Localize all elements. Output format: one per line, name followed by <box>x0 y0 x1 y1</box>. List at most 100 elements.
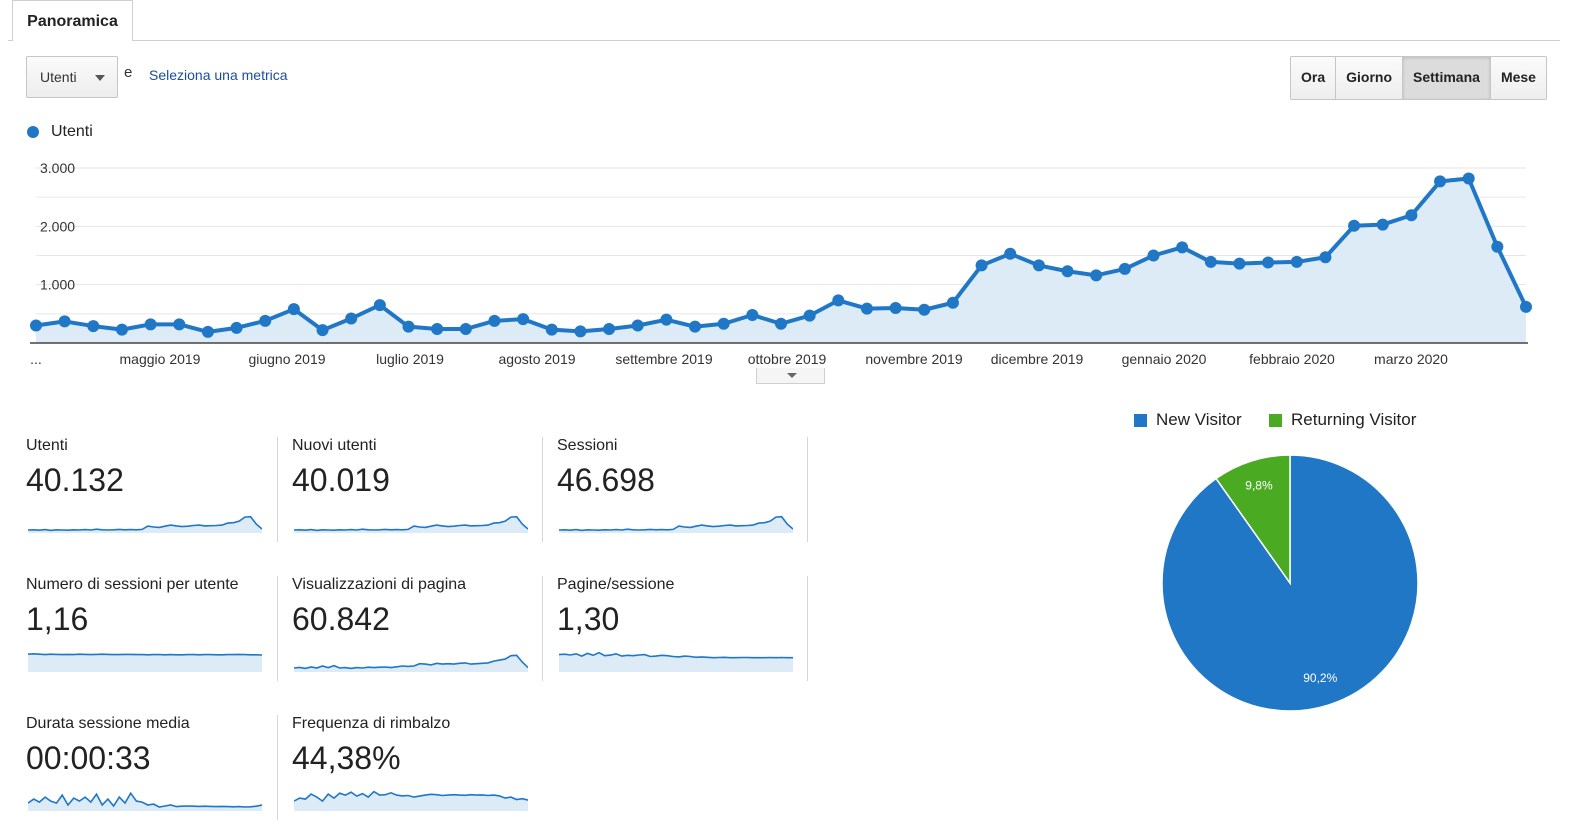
data-point[interactable] <box>946 296 959 309</box>
data-point[interactable] <box>144 318 157 331</box>
metric-dropdown-value: Utenti <box>40 69 77 85</box>
data-point[interactable] <box>30 319 42 332</box>
scorecard-value: 40.019 <box>292 462 390 498</box>
data-point[interactable] <box>173 318 186 331</box>
data-point[interactable] <box>631 319 644 332</box>
data-point[interactable] <box>860 302 873 315</box>
data-point[interactable] <box>1204 255 1217 268</box>
scorecard-sparkline <box>559 651 793 672</box>
sparkline-area <box>559 516 793 533</box>
data-point[interactable] <box>746 309 759 321</box>
period-button-group: Ora Giorno Settimana Mese <box>1290 56 1547 100</box>
scorecard-sparkline <box>294 790 528 811</box>
period-button-ora[interactable]: Ora <box>1291 57 1337 99</box>
collapse-chart-toggle[interactable] <box>756 368 825 384</box>
x-tick-label: maggio 2019 <box>120 351 201 367</box>
data-point[interactable] <box>689 320 702 333</box>
data-point[interactable] <box>832 294 845 307</box>
scorecard-label: Utenti <box>26 437 68 454</box>
scorecard-sparkline <box>28 515 262 533</box>
x-tick-label: gennaio 2020 <box>1122 351 1207 367</box>
data-point[interactable] <box>58 315 71 328</box>
data-point[interactable] <box>545 323 558 336</box>
scorecard[interactable]: Nuovi utenti 40.019 <box>292 437 547 542</box>
scorecard-label: Numero di sessioni per utente <box>26 576 239 593</box>
data-point[interactable] <box>918 303 931 316</box>
x-tick-label: febbraio 2020 <box>1249 351 1335 367</box>
data-point[interactable] <box>87 320 100 333</box>
sparkline-line <box>559 651 793 659</box>
period-button-mese[interactable]: Mese <box>1490 57 1546 99</box>
data-point[interactable] <box>1061 265 1074 278</box>
scorecard-label: Sessioni <box>557 437 618 454</box>
metric-dropdown[interactable]: Utenti <box>26 56 118 98</box>
data-point[interactable] <box>431 323 444 335</box>
data-point[interactable] <box>1032 259 1045 272</box>
data-point[interactable] <box>1290 255 1303 268</box>
data-point[interactable] <box>1491 240 1504 253</box>
scorecard[interactable]: Visualizzazioni di pagina 60.842 <box>292 576 547 681</box>
scorecard[interactable]: Durata sessione media 00:00:33 <box>26 715 281 820</box>
data-point[interactable] <box>1348 219 1361 232</box>
pie-slice-returning-visitor[interactable] <box>1215 454 1291 586</box>
data-point[interactable] <box>287 303 300 316</box>
scorecard[interactable]: Numero di sessioni per utente 1,16 <box>26 576 281 681</box>
data-point[interactable] <box>1462 172 1475 185</box>
data-point[interactable] <box>975 259 988 272</box>
divider <box>807 576 808 681</box>
tab-bar-line <box>8 40 1560 41</box>
new-visitor-swatch <box>1134 413 1147 427</box>
period-button-giorno[interactable]: Giorno <box>1336 57 1404 99</box>
data-point[interactable] <box>517 313 530 326</box>
series-legend-dot <box>27 126 39 138</box>
data-point[interactable] <box>259 314 272 327</box>
sparkline-line <box>28 515 262 532</box>
data-point[interactable] <box>459 323 472 335</box>
data-point[interactable] <box>345 312 358 325</box>
data-point[interactable] <box>1520 300 1532 313</box>
data-point[interactable] <box>230 321 243 334</box>
select-metric-link[interactable]: Seleziona una metrica <box>149 67 288 83</box>
pie-legend-returning[interactable]: Returning Visitor <box>1269 410 1416 430</box>
scorecard-sparkline <box>559 515 793 533</box>
divider <box>542 576 543 681</box>
y-tick-label: 3.000 <box>40 160 75 176</box>
data-point[interactable] <box>1233 257 1246 270</box>
data-point[interactable] <box>603 323 616 335</box>
data-point[interactable] <box>115 323 128 336</box>
data-point[interactable] <box>1004 247 1017 260</box>
series-area <box>36 178 1526 343</box>
data-point[interactable] <box>775 317 787 330</box>
scorecard-sparkline <box>294 515 528 533</box>
pie-legend-new[interactable]: New Visitor <box>1134 410 1242 430</box>
data-point[interactable] <box>1376 218 1389 231</box>
data-point[interactable] <box>1118 262 1131 275</box>
data-point[interactable] <box>488 314 501 327</box>
data-point[interactable] <box>1262 256 1275 269</box>
scorecard[interactable]: Sessioni 46.698 <box>557 437 812 542</box>
data-point[interactable] <box>717 317 730 330</box>
data-point[interactable] <box>660 313 673 326</box>
data-point[interactable] <box>316 324 329 337</box>
sparkline-line <box>294 790 528 803</box>
data-point[interactable] <box>1434 175 1447 188</box>
data-point[interactable] <box>402 320 415 333</box>
data-point[interactable] <box>803 309 816 322</box>
data-point[interactable] <box>201 325 214 338</box>
period-button-settimana[interactable]: Settimana <box>1403 57 1491 99</box>
data-point[interactable] <box>1176 241 1189 254</box>
data-point[interactable] <box>1090 269 1103 282</box>
data-point[interactable] <box>1405 209 1418 222</box>
scorecard-label: Pagine/sessione <box>557 576 675 593</box>
data-point[interactable] <box>1319 251 1332 264</box>
divider <box>542 437 543 542</box>
data-point[interactable] <box>373 299 386 312</box>
scorecard[interactable]: Frequenza di rimbalzo 44,38% <box>292 715 547 820</box>
data-point[interactable] <box>889 302 902 314</box>
series-legend-label: Utenti <box>51 123 93 140</box>
data-point[interactable] <box>574 325 587 338</box>
scorecard[interactable]: Utenti 40.132 <box>26 437 281 542</box>
data-point[interactable] <box>1147 249 1160 262</box>
scorecard[interactable]: Pagine/sessione 1,30 <box>557 576 812 681</box>
tab-panoramica[interactable]: Panoramica <box>12 0 133 41</box>
